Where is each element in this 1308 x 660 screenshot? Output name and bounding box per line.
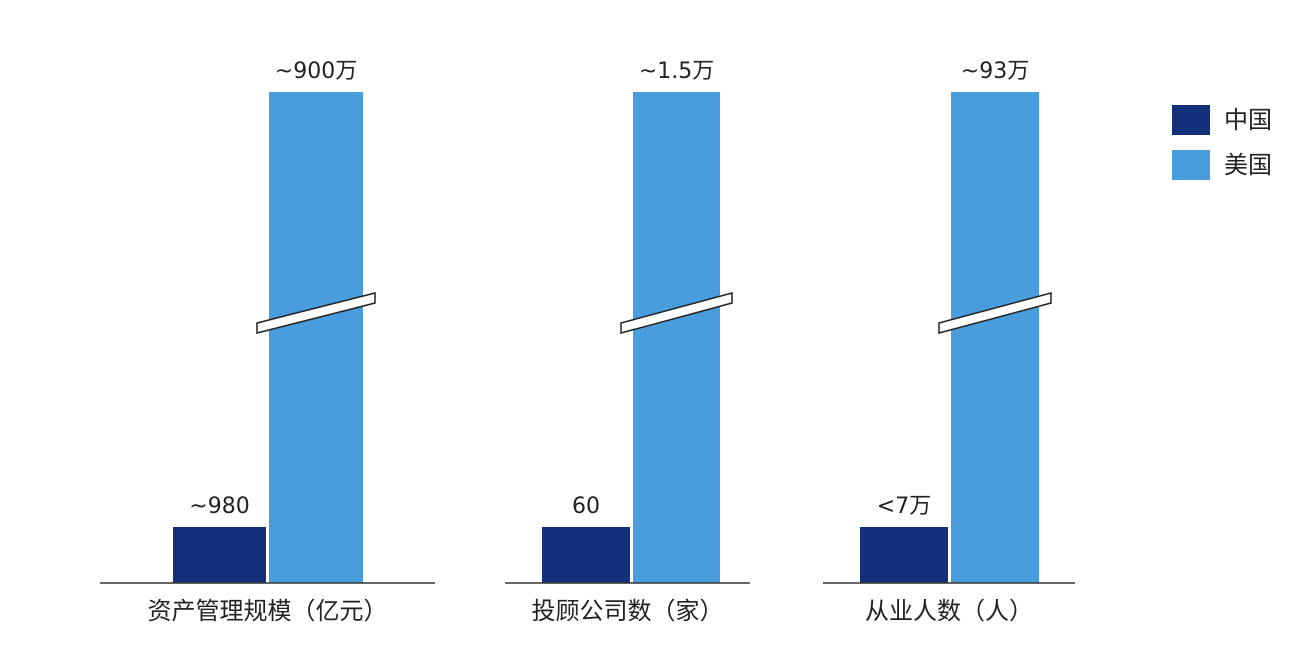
bar (860, 527, 948, 583)
category-label: 从业人数（人） (865, 597, 1033, 625)
bar (633, 92, 720, 583)
bar (173, 527, 266, 583)
axis-break (256, 292, 376, 334)
bar (269, 92, 363, 583)
value-label: ~93万 (961, 59, 1029, 84)
value-label: ~1.5万 (639, 59, 714, 84)
value-label: 60 (572, 494, 600, 519)
legend-label: 中国 (1224, 106, 1272, 134)
category-label: 资产管理规模（亿元） (148, 597, 388, 625)
category-label: 投顾公司数（家） (532, 597, 724, 625)
bar (951, 92, 1039, 583)
bar (542, 527, 630, 583)
legend-swatch (1172, 105, 1210, 135)
value-label: ~980 (189, 494, 249, 519)
legend-swatch (1172, 150, 1210, 180)
value-label: ~900万 (275, 59, 357, 84)
legend-label: 美国 (1224, 151, 1272, 179)
axis-break (938, 292, 1052, 334)
axis-break (620, 292, 733, 334)
value-label: <7万 (877, 494, 931, 519)
